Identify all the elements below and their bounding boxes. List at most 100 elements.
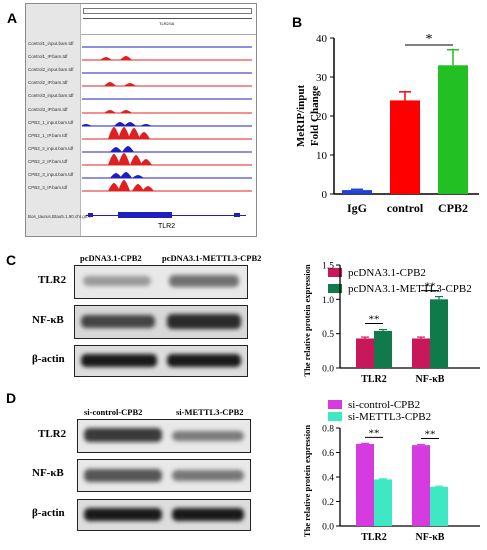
- coverage-peak: [142, 186, 154, 192]
- y-tick-label: 30: [316, 72, 328, 84]
- bar: [390, 100, 420, 194]
- igv-track-label: Control2_IP.bam.tdf: [28, 80, 68, 86]
- igv-coverage-track: [82, 121, 252, 127]
- blot-d-nfkb-membrane: [77, 459, 251, 492]
- coverage-peak: [118, 152, 130, 165]
- chart-b: 0 10 20 30 40 MeRIP/input Fold Change IgG contro…: [295, 32, 479, 215]
- coverage-peak: [128, 127, 140, 139]
- legend-label: si-METTL3-CPB2: [348, 411, 431, 423]
- band: [172, 470, 244, 481]
- gene-model-exon-right: [234, 213, 240, 217]
- y-tick-label: 0.0: [322, 523, 334, 533]
- y-tick-label: 40: [316, 33, 328, 45]
- blot-c-row-tlr2: TLR2: [38, 274, 67, 286]
- bar: [430, 299, 448, 368]
- igv-track-label: Control2_input.bam.tdf: [28, 67, 74, 73]
- x-tick-label: NF-κB: [416, 374, 445, 385]
- coverage-peak: [132, 184, 144, 192]
- igv-track-label: CPB2_2_input.bam.tdf: [28, 145, 74, 151]
- igv-coverage-track: [82, 126, 252, 140]
- igv-ruler: TLR2/16: [81, 4, 256, 35]
- panel-letter-b: B: [292, 14, 303, 30]
- igv-track-label: CPB2_1_IP.bam.tdf: [28, 132, 68, 138]
- igv-track-label: Control3_input.bam.tdf: [28, 93, 74, 99]
- igv-track-label: Control1_input.bam.tdf: [28, 41, 74, 46]
- bar: [438, 65, 468, 194]
- x-tick-label: IgG: [347, 201, 367, 215]
- significance-marker: **: [425, 429, 436, 441]
- coverage-peak: [108, 183, 120, 192]
- x-tick-label: CPB2: [438, 201, 468, 215]
- band: [172, 508, 244, 521]
- coverage-peak: [118, 180, 130, 192]
- blot-c-actin-membrane: [74, 345, 248, 377]
- coverage-peak: [110, 146, 122, 152]
- blot-d-row-nfkb: NF-κB: [32, 467, 64, 479]
- y-axis-label-line: Fold Change: [309, 86, 321, 146]
- y-tick-label: 0.2: [322, 498, 334, 508]
- panel-letter-a: A: [7, 10, 18, 26]
- y-axis-label: The relative protein expression: [302, 264, 312, 376]
- x-tick-label: TLR2: [361, 374, 387, 385]
- ruler-line: [83, 18, 252, 19]
- y-tick-label: 1.5: [322, 262, 334, 272]
- band: [81, 354, 157, 367]
- band: [167, 314, 241, 329]
- y-tick-label: 0.4: [322, 474, 334, 484]
- igv-coverage-track: [82, 72, 252, 74]
- band: [81, 315, 155, 328]
- coverage-peak: [140, 158, 152, 165]
- coverage-peak: [140, 123, 152, 126]
- igv-coverage-track: [82, 152, 252, 166]
- igv-coverage-track: [82, 109, 252, 113]
- legend-label: pcDNA3.1-CPB2: [348, 267, 426, 279]
- significance-marker: **: [425, 281, 436, 293]
- coverage-peak: [108, 126, 120, 139]
- igv-track-label: CPB2_3_IP.bam.tdf: [28, 185, 68, 191]
- coverage-peak: [124, 83, 136, 87]
- coverage-peak: [138, 131, 150, 139]
- y-axis-label: The relative protein expression: [302, 425, 312, 537]
- y-tick-label: 0.0: [322, 365, 334, 375]
- bar: [412, 338, 430, 368]
- band: [84, 508, 162, 521]
- blot-c-nfkb-membrane: [74, 305, 248, 339]
- igv-track-label: CPB2_2_IP.bam.tdf: [28, 158, 68, 164]
- blot-c-tlr2-membrane: [74, 265, 248, 299]
- coverage-peak: [120, 109, 132, 113]
- coverage-peak: [118, 126, 130, 139]
- igv-coverage-track: [82, 46, 252, 48]
- coverage-peak: [104, 82, 116, 87]
- blot-c-lane-1: pcDNA3.1-CPB2: [80, 253, 142, 263]
- igv-coverage-track: [82, 82, 252, 87]
- band: [169, 275, 239, 287]
- gene-model-exon: [118, 212, 172, 218]
- igv-track-label: Control3_IP.bam.tdf: [28, 106, 68, 112]
- band: [167, 354, 241, 367]
- y-tick-label: 10: [316, 150, 328, 162]
- y-tick-label: 0.5: [322, 330, 334, 340]
- coverage-peak: [120, 56, 132, 61]
- legend-swatch: [328, 284, 342, 293]
- bar: [412, 445, 430, 526]
- coverage-peak: [122, 145, 134, 152]
- coverage-peak: [114, 121, 126, 126]
- legend-label: pcDNA3.1-METTL3-CPB2: [348, 283, 472, 295]
- igv-coverage-track: [82, 56, 252, 61]
- bar: [356, 338, 374, 368]
- igv-track-label: Control1_IP.bam.tdf: [28, 54, 68, 60]
- bar: [374, 479, 392, 526]
- legend-swatch: [328, 400, 342, 409]
- y-tick-label: 20: [316, 111, 328, 123]
- bar: [356, 443, 374, 526]
- significance-marker: **: [369, 427, 380, 439]
- blot-d-lane-1: si-control-CPB2: [84, 407, 143, 417]
- blot-d-tlr2-membrane: [77, 419, 251, 453]
- x-tick-label: TLR2: [361, 532, 387, 543]
- y-axis-label-line: MeRIP/input: [295, 84, 307, 147]
- chart-c: pcDNA3.1-CPB2 pcDNA3.1-METTL3-CPB2 0.0 0.5 1…: [302, 262, 480, 385]
- igv-coverage-track: [82, 145, 252, 153]
- blot-d-lane-2: si-METTL3-CPB2: [176, 407, 244, 417]
- gene-label: TLR2: [158, 223, 176, 230]
